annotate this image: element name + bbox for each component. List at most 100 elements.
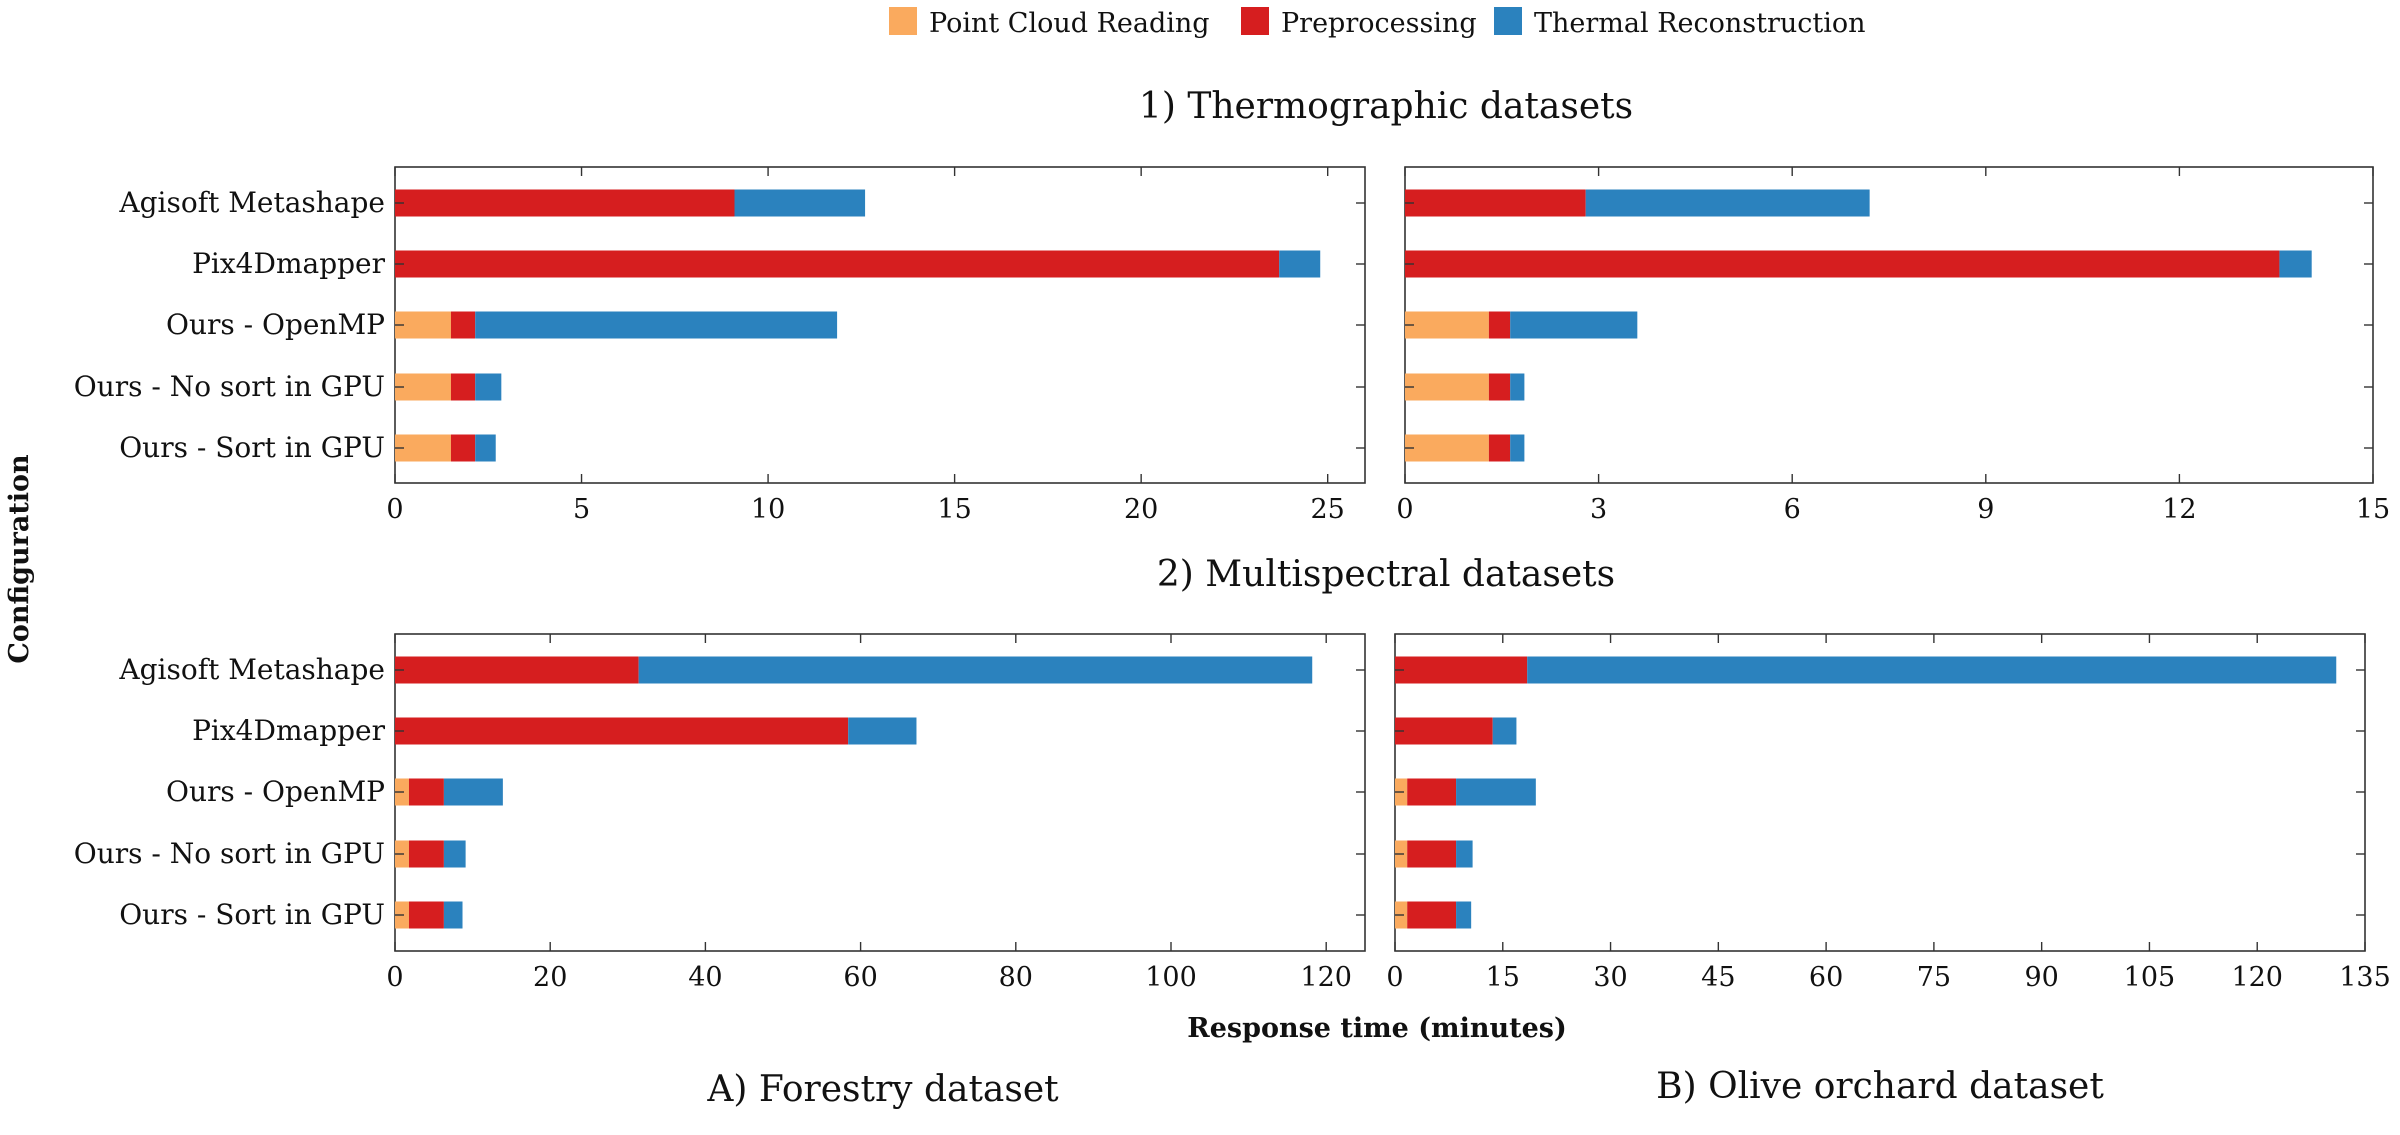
category-label: Ours - No sort in GPU <box>74 370 385 403</box>
x-tick-label: 5 <box>573 494 590 525</box>
bar-ours-no-sort-in-gpu-point-cloud-reading <box>1405 373 1489 401</box>
bar-ours-openmp-thermal-reconstruction <box>443 778 503 806</box>
chart-panels: Agisoft Metashape Pix4Dmapper Ours - OpenM… <box>74 166 2391 993</box>
bar-ours-openmp-point-cloud-reading <box>1405 311 1489 339</box>
legend-swatch-preprocessing <box>1241 7 1269 35</box>
x-tick-label: 10 <box>751 494 785 525</box>
x-tick-label: 60 <box>1809 962 1843 993</box>
x-tick-label: 15 <box>2356 494 2390 525</box>
x-tick-label: 120 <box>1300 962 1352 993</box>
bar-pix4dmapper-thermal-reconstruction <box>1279 250 1321 278</box>
bar-pix4dmapper-thermal-reconstruction <box>2279 250 2312 278</box>
x-tick-label: 120 <box>2231 962 2283 993</box>
bar-pix4dmapper-thermal-reconstruction <box>1492 717 1517 745</box>
x-tick-label: 60 <box>843 962 877 993</box>
bar-ours-sort-in-gpu-preprocessing <box>408 901 444 929</box>
bar-ours-no-sort-in-gpu-point-cloud-reading <box>395 373 451 401</box>
legend-swatch-thermal-reconstruction <box>1494 7 1522 35</box>
bar-ours-sort-in-gpu-thermal-reconstruction <box>475 434 496 462</box>
bar-ours-no-sort-in-gpu-preprocessing <box>1407 840 1457 868</box>
bar-agisoft-metashape-thermal-reconstruction <box>734 189 866 217</box>
category-label: Pix4Dmapper <box>192 714 386 747</box>
x-tick-label: 105 <box>2124 962 2176 993</box>
x-tick-label: 6 <box>1784 494 1801 525</box>
bar-ours-no-sort-in-gpu-thermal-reconstruction <box>1456 840 1473 868</box>
bar-ours-no-sort-in-gpu-thermal-reconstruction <box>1510 373 1525 401</box>
bar-agisoft-metashape-thermal-reconstruction <box>1585 189 1870 217</box>
bar-agisoft-metashape-preprocessing <box>395 189 735 217</box>
bar-pix4dmapper-preprocessing <box>1405 250 2280 278</box>
bar-ours-sort-in-gpu-thermal-reconstruction <box>1510 434 1525 462</box>
legend-label-thermal-reconstruction: Thermal Reconstruction <box>1534 8 1866 39</box>
row-title-thermographic: 1) Thermographic datasets <box>1139 86 1633 127</box>
x-tick-label: 0 <box>1386 962 1403 993</box>
bar-ours-sort-in-gpu-thermal-reconstruction <box>443 901 463 929</box>
x-tick-label: 45 <box>1701 962 1735 993</box>
bar-ours-no-sort-in-gpu-preprocessing <box>408 840 444 868</box>
legend-label-point-cloud-reading: Point Cloud Reading <box>929 8 1210 39</box>
row-title-multispectral: 2) Multispectral datasets <box>1157 554 1615 595</box>
legend: Point Cloud Reading Preprocessing Therma… <box>889 7 1866 39</box>
y-axis-label: Configuration <box>4 454 35 664</box>
x-tick-label: 20 <box>533 962 567 993</box>
bar-agisoft-metashape-preprocessing <box>1395 656 1528 684</box>
legend-label-preprocessing: Preprocessing <box>1281 8 1477 39</box>
x-axis-label: Response time (minutes) <box>1187 1013 1566 1044</box>
bar-ours-sort-in-gpu-point-cloud-reading <box>395 434 451 462</box>
category-label: Agisoft Metashape <box>118 653 385 686</box>
bar-ours-sort-in-gpu-preprocessing <box>1407 901 1457 929</box>
bar-ours-no-sort-in-gpu-preprocessing <box>450 373 476 401</box>
x-tick-label: 80 <box>999 962 1033 993</box>
category-label: Ours - OpenMP <box>166 308 385 341</box>
x-tick-label: 15 <box>1486 962 1520 993</box>
category-label: Agisoft Metashape <box>118 186 385 219</box>
bar-ours-openmp-preprocessing <box>450 311 476 339</box>
bar-ours-openmp-preprocessing <box>408 778 444 806</box>
bar-pix4dmapper-preprocessing <box>395 250 1280 278</box>
category-label: Ours - No sort in GPU <box>74 837 385 870</box>
x-tick-label: 20 <box>1124 494 1158 525</box>
bar-ours-sort-in-gpu-preprocessing <box>450 434 476 462</box>
x-tick-label: 90 <box>2024 962 2058 993</box>
bar-ours-openmp-thermal-reconstruction <box>1456 778 1536 806</box>
bar-agisoft-metashape-thermal-reconstruction <box>638 656 1313 684</box>
bar-ours-sort-in-gpu-point-cloud-reading <box>1405 434 1489 462</box>
x-tick-label: 9 <box>1977 494 1994 525</box>
bar-ours-no-sort-in-gpu-thermal-reconstruction <box>443 840 466 868</box>
bar-ours-no-sort-in-gpu-preprocessing <box>1488 373 1511 401</box>
column-title-forestry: A) Forestry dataset <box>706 1069 1059 1110</box>
x-tick-label: 0 <box>386 962 403 993</box>
bar-agisoft-metashape-thermal-reconstruction <box>1527 656 2337 684</box>
x-tick-label: 15 <box>937 494 971 525</box>
chart-panel-1: Agisoft Metashape Pix4Dmapper Ours - OpenM… <box>74 166 1366 525</box>
bar-ours-openmp-thermal-reconstruction <box>1510 311 1638 339</box>
legend-swatch-point-cloud-reading <box>889 7 917 35</box>
chart-panel-2: 0 3 6 9 12 15 <box>1396 166 2390 525</box>
x-tick-label: 0 <box>386 494 403 525</box>
x-tick-label: 75 <box>1917 962 1951 993</box>
bar-pix4dmapper-preprocessing <box>1395 717 1493 745</box>
bar-agisoft-metashape-preprocessing <box>1405 189 1586 217</box>
bar-ours-openmp-point-cloud-reading <box>395 311 451 339</box>
x-tick-label: 25 <box>1311 494 1345 525</box>
category-label: Ours - Sort in GPU <box>119 431 385 464</box>
x-tick-label: 3 <box>1590 494 1607 525</box>
x-tick-label: 135 <box>2339 962 2391 993</box>
x-tick-label: 30 <box>1593 962 1627 993</box>
column-title-olive-orchard: B) Olive orchard dataset <box>1656 1066 2104 1107</box>
chart-panel-4: 0 15 30 45 60 75 90 105 120 135 <box>1386 633 2391 993</box>
x-tick-label: 0 <box>1396 494 1413 525</box>
x-tick-label: 100 <box>1145 962 1197 993</box>
x-tick-label: 12 <box>2162 494 2196 525</box>
bar-ours-openmp-preprocessing <box>1488 311 1511 339</box>
bar-ours-sort-in-gpu-thermal-reconstruction <box>1456 901 1472 929</box>
x-tick-label: 40 <box>688 962 722 993</box>
bar-ours-no-sort-in-gpu-thermal-reconstruction <box>475 373 502 401</box>
bar-pix4dmapper-thermal-reconstruction <box>848 717 917 745</box>
bar-agisoft-metashape-preprocessing <box>395 656 639 684</box>
chart-panel-3: Agisoft Metashape Pix4Dmapper Ours - OpenM… <box>74 633 1366 993</box>
category-label: Ours - Sort in GPU <box>119 898 385 931</box>
bar-pix4dmapper-preprocessing <box>395 717 849 745</box>
